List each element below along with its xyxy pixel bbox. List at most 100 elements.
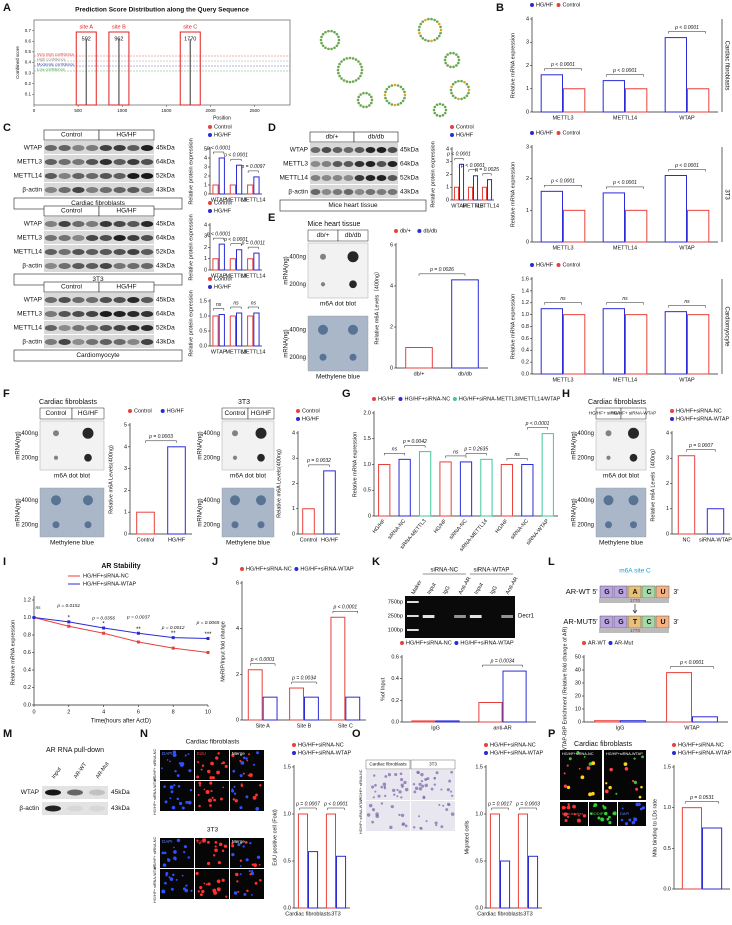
- membrane: [221, 420, 275, 471]
- cell-signal: [171, 805, 176, 810]
- significance-bracket: [418, 273, 466, 276]
- strand: [599, 628, 669, 633]
- blot-strip: [44, 183, 154, 196]
- cell-signal: [161, 851, 165, 855]
- blot-band: [67, 805, 83, 812]
- cell-signal: [245, 757, 248, 760]
- lane-label: IgG: [442, 585, 452, 596]
- y-tick-label: 1.0: [199, 313, 207, 319]
- migrated-cell: [394, 772, 398, 777]
- cell-signal: [624, 822, 629, 826]
- nucleotide: [384, 90, 387, 94]
- kda-label: 43kDa: [400, 189, 419, 196]
- blot-band: [354, 161, 365, 167]
- p-value: p = 0.0065: [196, 620, 220, 626]
- significance-bracket: [230, 158, 242, 162]
- x-tick-label: HG/HF: [433, 518, 449, 535]
- y-axis-label: Migrated cells: [464, 820, 470, 854]
- nucleotide: [324, 46, 327, 50]
- column-label: HG/HF+siRNA-NC: [562, 752, 594, 756]
- migrated-cell: [412, 782, 416, 786]
- row-label: β-actin: [19, 805, 39, 812]
- cell-signal: [612, 812, 615, 815]
- legend-label: Low confidence: [37, 67, 66, 72]
- strand: [599, 598, 669, 603]
- cell-signal: [187, 753, 190, 756]
- cell-signal: [199, 893, 203, 897]
- dot: [629, 453, 638, 462]
- header-box: [337, 229, 369, 242]
- y-axis-label: mRNA(ng): [284, 329, 290, 357]
- point: [171, 646, 175, 650]
- significance-bracket: [404, 445, 426, 448]
- y-tick-label: 2: [666, 481, 669, 487]
- significance-bracket: [332, 611, 358, 614]
- nucleotide: [360, 68, 364, 72]
- nucleotide: [449, 65, 452, 69]
- cell-signal: [180, 761, 185, 766]
- bar: [459, 163, 465, 201]
- cell-signal: [172, 873, 175, 877]
- cell-signal: [580, 775, 585, 780]
- y-tick-label: 0: [292, 531, 295, 537]
- bar: [521, 464, 534, 517]
- x-tick-label: METTL14: [241, 273, 265, 279]
- nucleotide: [418, 31, 421, 35]
- y-tick-label: 3: [446, 159, 449, 165]
- significance-bracket: [606, 302, 644, 305]
- cell-signal: [253, 863, 258, 868]
- y-tick-label: 0.4: [391, 676, 399, 682]
- cell-signal: [170, 790, 174, 794]
- y-tick-label: 4: [236, 626, 239, 632]
- p-value: p < 0.0001: [612, 68, 637, 74]
- nucleotide: [340, 60, 343, 63]
- membrane: [39, 420, 105, 471]
- migrated-cell: [366, 813, 371, 817]
- blot-band: [99, 235, 112, 241]
- migrated-cell: [382, 782, 387, 786]
- y-tick-label: 1.2: [23, 597, 31, 603]
- bar: [702, 827, 723, 890]
- bar: [681, 807, 703, 890]
- migrated-cell: [434, 821, 438, 825]
- p-value: p = 0.0151: [56, 603, 80, 609]
- nucleotide: [359, 74, 362, 78]
- legend-marker: [160, 409, 165, 413]
- p-value: p = 0.2635: [463, 447, 488, 453]
- legend-label: Control: [563, 130, 581, 136]
- cell-signal: [173, 784, 176, 787]
- y-tick-label: 1: [292, 506, 295, 512]
- bar: [302, 508, 315, 535]
- y-axis-label: Relative mRNA expression: [10, 620, 16, 685]
- channel-label: Merge: [232, 751, 245, 756]
- y-tick-label: 20: [575, 693, 581, 699]
- nucleotide: [463, 80, 466, 84]
- blot-band: [58, 235, 71, 241]
- p-value: p < 0.0001: [674, 163, 699, 169]
- bar: [378, 464, 391, 517]
- bar: [706, 508, 725, 535]
- dot: [232, 430, 238, 437]
- x-tick-label: siRNA-NC: [448, 518, 468, 541]
- cell-signal: [582, 814, 587, 818]
- cell-signal: [163, 851, 167, 855]
- row-label: 200ng: [21, 455, 38, 461]
- x-axis-label: Position: [213, 115, 231, 121]
- point: [102, 626, 106, 630]
- cell-signal: [221, 849, 225, 853]
- nucleotide: [463, 96, 466, 100]
- group-header: HG/HF: [116, 284, 136, 291]
- y-tick-label: 0.0: [199, 343, 207, 349]
- row-label: β-actin: [288, 189, 308, 196]
- nucleotide: [342, 58, 346, 61]
- legend-label: Control: [456, 124, 474, 130]
- y-tick-label: 1: [526, 208, 529, 214]
- nucleotide: [455, 53, 458, 56]
- position-label: 1770: [630, 598, 641, 603]
- bar: [218, 157, 225, 195]
- legend-label: HG/HF+siRNA-WTAP: [678, 750, 732, 756]
- y-tick-label: 1.6: [521, 276, 529, 282]
- blot-band: [127, 159, 140, 165]
- cell-signal: [209, 804, 212, 807]
- bar: [398, 458, 411, 517]
